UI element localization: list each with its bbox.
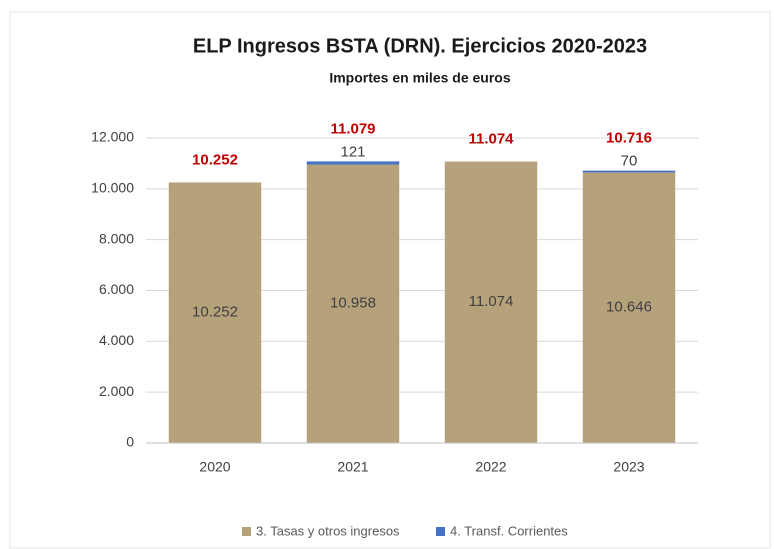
segment-label: 10.646 bbox=[606, 299, 652, 316]
chart-subtitle: Importes en miles de euros bbox=[329, 70, 510, 86]
y-tick-label: 6.000 bbox=[99, 281, 134, 297]
legend-label: 3. Tasas y otros ingresos bbox=[256, 523, 400, 538]
legend-label: 4. Transf. Corrientes bbox=[450, 523, 568, 538]
total-label: 11.079 bbox=[330, 120, 375, 137]
segment-label: 121 bbox=[340, 143, 365, 160]
legend-swatch bbox=[436, 527, 445, 536]
bar-segment bbox=[582, 170, 676, 173]
x-tick-label: 2022 bbox=[475, 459, 506, 475]
legend-swatch bbox=[242, 527, 251, 536]
bar-segment bbox=[168, 182, 262, 443]
y-tick-label: 4.000 bbox=[99, 332, 134, 348]
x-tick-label: 2020 bbox=[199, 459, 230, 475]
total-label: 11.074 bbox=[468, 131, 514, 148]
x-tick-label: 2023 bbox=[613, 459, 644, 475]
bar-segment bbox=[306, 161, 400, 165]
segment-label: 10.252 bbox=[192, 304, 238, 321]
y-tick-label: 8.000 bbox=[99, 230, 134, 246]
segment-label: 11.074 bbox=[469, 293, 514, 310]
x-tick-label: 2021 bbox=[337, 459, 368, 475]
segment-label: 10.958 bbox=[330, 295, 376, 312]
y-tick-label: 0 bbox=[126, 434, 134, 450]
total-label: 10.716 bbox=[606, 130, 652, 147]
y-tick-label: 12.000 bbox=[91, 129, 134, 145]
bar-segment bbox=[444, 161, 538, 443]
bar-segment bbox=[582, 172, 676, 443]
y-tick-label: 10.000 bbox=[91, 180, 134, 196]
bar-segment bbox=[306, 164, 400, 443]
segment-label: 70 bbox=[621, 153, 638, 170]
chart-title: ELP Ingresos BSTA (DRN). Ejercicios 2020… bbox=[193, 35, 647, 57]
total-label: 10.252 bbox=[192, 151, 238, 168]
y-tick-label: 2.000 bbox=[99, 383, 134, 399]
